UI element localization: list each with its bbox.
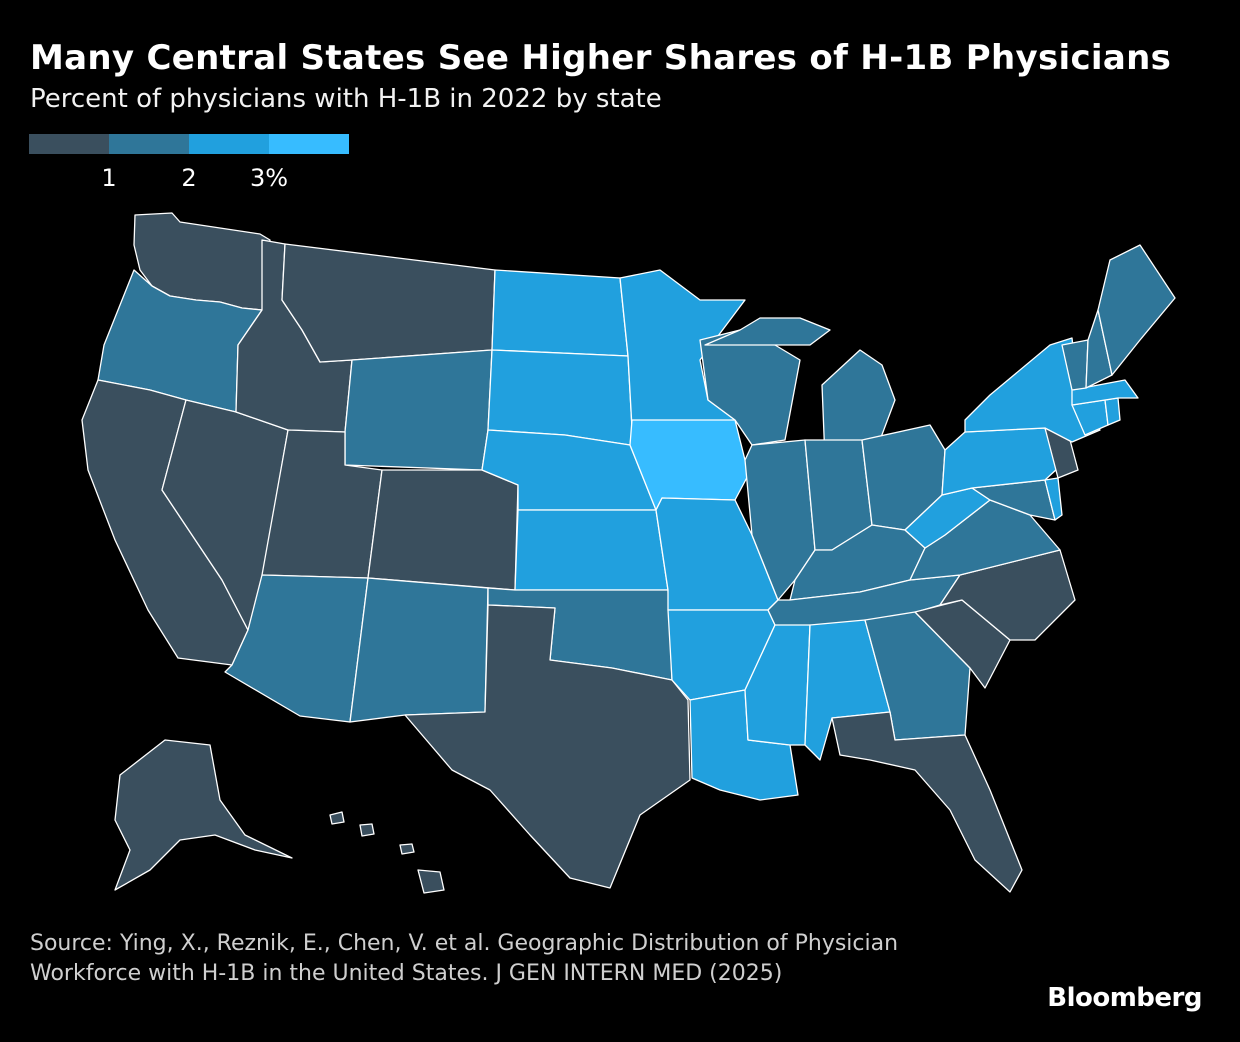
legend-swatch-2: [189, 134, 269, 154]
legend-tick-3: 3%: [249, 164, 289, 192]
legend-tick-2: 2: [181, 164, 197, 192]
state-wy: [344, 349, 493, 471]
us-choropleth-map: [81, 212, 1176, 894]
state-ri: [1104, 397, 1121, 426]
state-nc: [939, 549, 1076, 641]
state-hi: [329, 811, 445, 894]
state-fl: [831, 711, 1023, 893]
state-mt: [281, 243, 496, 363]
chart-title: Many Central States See Higher Shares of…: [30, 38, 1172, 78]
state-ak: [114, 739, 293, 891]
state-mn: [619, 269, 746, 429]
state-sd: [487, 349, 633, 446]
state-ma: [1071, 379, 1139, 406]
state-co: [367, 469, 519, 591]
bloomberg-logo: Bloomberg: [1047, 983, 1202, 1013]
state-de: [1044, 477, 1063, 521]
legend-swatch-3: [269, 134, 349, 154]
state-ks: [514, 509, 669, 591]
legend-tick-1: 1: [101, 164, 117, 192]
legend-swatch-1: [109, 134, 189, 154]
state-nd: [491, 269, 629, 357]
legend-swatch-0: [29, 134, 109, 154]
chart-subtitle: Percent of physicians with H-1B in 2022 …: [30, 84, 662, 114]
state-nm: [349, 577, 489, 723]
state-me: [1097, 244, 1176, 376]
state-tx: [404, 604, 691, 889]
source-note: Source: Ying, X., Reznik, E., Chen, V. e…: [30, 931, 899, 986]
legend: 1 2 3%: [29, 134, 359, 204]
states-layer: [81, 212, 1176, 894]
